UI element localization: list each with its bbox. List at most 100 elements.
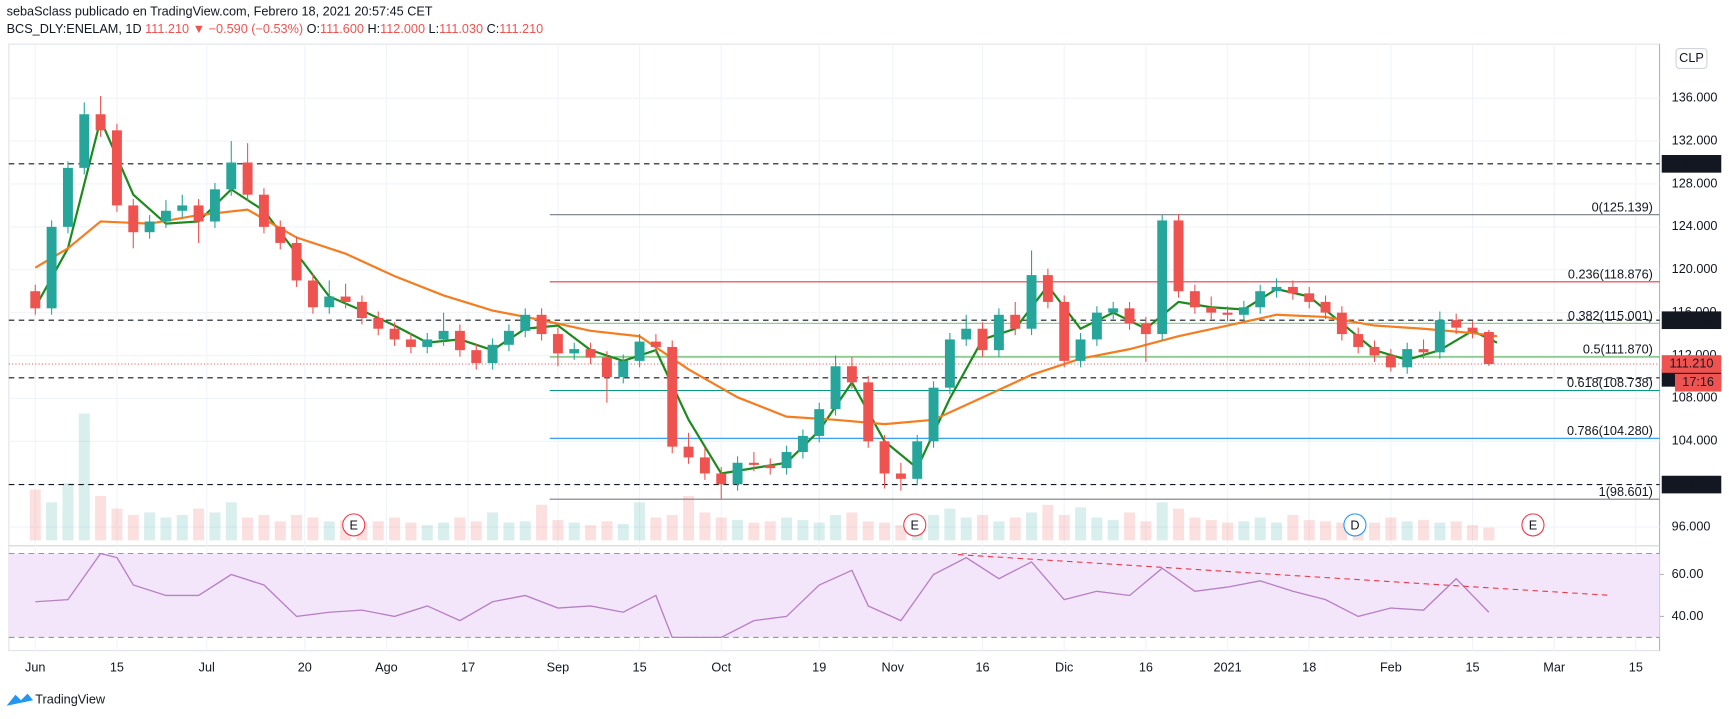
event-marker[interactable]	[342, 513, 366, 537]
candle-body	[1336, 312, 1347, 335]
event-marker[interactable]	[903, 513, 927, 537]
candle-body	[226, 162, 237, 190]
x-tick-label: 16	[976, 661, 990, 675]
volume-bar	[274, 521, 286, 541]
volume-bar	[1336, 522, 1348, 541]
volume-bar	[1434, 522, 1446, 541]
volume-bar	[601, 521, 613, 541]
candle-body	[503, 330, 514, 345]
candle-body	[536, 314, 547, 335]
fib-label: 0.5(111.870)	[1583, 343, 1653, 357]
volume-bar	[242, 517, 254, 541]
quote-key: O:	[307, 22, 320, 36]
candle-body	[601, 357, 612, 377]
y-tick-label: 128.000	[1672, 176, 1718, 190]
candle-body	[111, 130, 122, 206]
candle-body	[944, 339, 955, 388]
volume-bar	[928, 514, 940, 541]
x-tick-label: Jun	[25, 661, 45, 675]
candle-body	[438, 330, 449, 340]
candle-body	[585, 349, 596, 358]
volume-bar	[666, 514, 678, 541]
candle-body	[209, 189, 220, 222]
candle-body	[830, 366, 841, 410]
candle-body	[1402, 349, 1413, 368]
quote-value: 111.600	[320, 22, 364, 36]
volume-bar	[1140, 521, 1152, 541]
y-tick-label: 120.000	[1672, 262, 1718, 276]
volume-bar	[372, 521, 384, 541]
volume-bar	[1401, 521, 1413, 541]
candle-body	[1075, 339, 1086, 361]
x-tick-label: 2021	[1213, 661, 1241, 675]
quote-value: 111.030	[439, 22, 483, 36]
candle-body	[1467, 327, 1478, 332]
fib-label: 0.236(118.876)	[1568, 268, 1653, 282]
volume-bar	[1173, 508, 1185, 541]
countdown-box	[1674, 373, 1722, 392]
volume-bar	[797, 520, 809, 541]
candle-body	[1287, 286, 1298, 294]
candle-body	[993, 314, 1004, 351]
byline: sebaSclass publicado en TradingView.com,…	[7, 5, 433, 19]
volume-bar	[781, 517, 793, 541]
quote-text: BCS_DLY:ENELAM, 1D 111.210 ▼ −0.590 (−0.…	[7, 22, 544, 36]
volume-bar	[683, 495, 695, 541]
quote-value: 112.000	[380, 22, 425, 36]
candle-body	[258, 194, 269, 227]
volume-bar	[1107, 520, 1119, 541]
candle-body	[1026, 275, 1037, 329]
volume-bar	[1467, 525, 1479, 541]
candle-body	[895, 473, 906, 479]
candle-body	[618, 360, 629, 377]
volume-bar	[764, 521, 776, 541]
symbol: BCS_DLY:ENELAM, 1D	[7, 22, 142, 36]
volume-bar	[160, 517, 172, 541]
x-tick-label: 15	[1465, 661, 1479, 675]
event-marker[interactable]	[1521, 513, 1545, 537]
quote-value: 111.210	[499, 22, 543, 36]
x-tick-label: 20	[298, 661, 312, 675]
volume-bar	[650, 517, 662, 541]
candle-body	[716, 473, 727, 485]
volume-bar	[748, 522, 760, 541]
candle-body	[340, 296, 351, 302]
last-price: 111.210	[145, 22, 189, 36]
candle-body	[389, 328, 400, 340]
volume-bar	[895, 525, 907, 541]
candle-body	[879, 441, 890, 474]
volume-bar	[1042, 504, 1054, 541]
candle-body	[1042, 275, 1053, 302]
y-tick-label: 108.000	[1672, 391, 1718, 405]
y-tick-label: 40.00	[1672, 609, 1704, 623]
candle-body	[95, 114, 106, 131]
volume-bar	[405, 522, 417, 541]
volume-bar	[454, 517, 466, 541]
volume-bar	[1009, 517, 1021, 541]
candle-body	[863, 382, 874, 442]
candle-body	[1385, 355, 1396, 368]
volume-bar	[699, 512, 711, 541]
candle-body	[291, 242, 302, 281]
volume-bar	[1450, 521, 1462, 541]
candle-body	[1222, 312, 1233, 315]
candle-body	[699, 457, 710, 474]
volume-bar	[960, 517, 972, 541]
volume-bar	[1483, 527, 1495, 541]
fib-label: 1(98.601)	[1599, 485, 1653, 499]
volume-bar	[46, 502, 58, 541]
candle-body	[1189, 291, 1200, 308]
rsi-band	[8, 553, 1660, 638]
event-marker[interactable]	[1343, 513, 1367, 537]
x-tick-label: 19	[812, 661, 826, 675]
candle-body	[634, 341, 645, 361]
candle-body	[1434, 320, 1445, 353]
volume-bar	[1091, 517, 1103, 541]
volume-bar	[1303, 520, 1315, 541]
candle-body	[1304, 293, 1315, 302]
volume-bar	[62, 483, 74, 541]
x-tick-label: 15	[110, 661, 124, 675]
volume-bar	[1058, 514, 1070, 541]
candle-body	[487, 344, 498, 364]
candle-body	[569, 349, 580, 354]
